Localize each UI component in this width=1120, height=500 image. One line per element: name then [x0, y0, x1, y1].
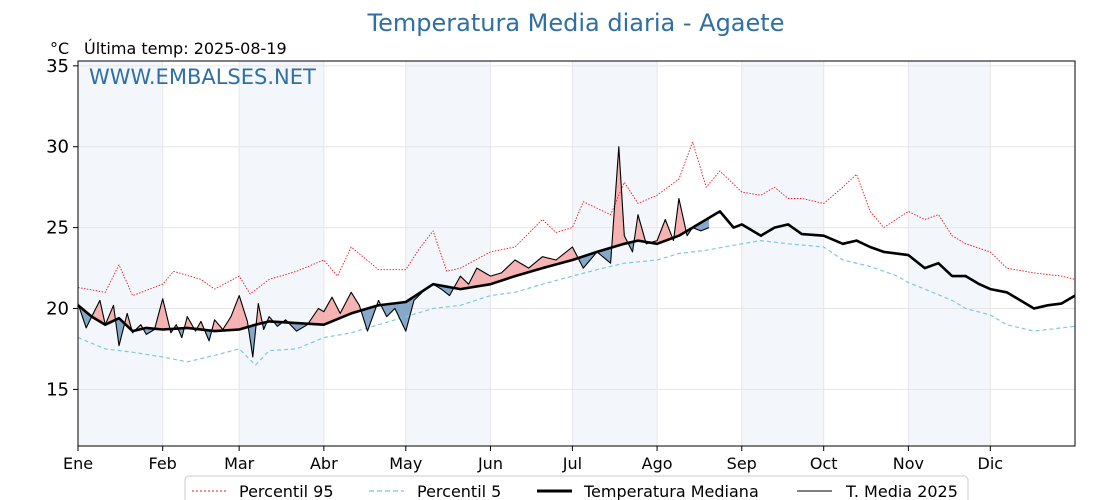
above-median-fill-17 — [211, 295, 249, 332]
below-median-fill-28 — [380, 284, 434, 332]
x-tick-label-jul: Jul — [562, 454, 582, 473]
legend: Percentil 95 Percentil 5 Temperatura Med… — [184, 475, 969, 500]
below-median-fill-31 — [578, 251, 597, 269]
above-median-fill-2 — [91, 300, 106, 325]
above-median-fill-37 — [650, 219, 673, 244]
legend-label-median: Temperatura Mediana — [583, 482, 759, 500]
below-median-fill-16 — [204, 330, 212, 341]
above-median-fill-9 — [154, 298, 170, 330]
y-tick-label-20: 20 — [46, 299, 69, 320]
y-tick-label-15: 15 — [46, 379, 69, 400]
grid-lines — [78, 61, 1075, 446]
last-temp-label: Última temp: 2025-08-19 — [84, 39, 287, 58]
percentile-95-line — [77, 141, 1076, 297]
above-median-fill-35 — [634, 214, 646, 242]
y-axis-ticks: 15 20 25 30 35 — [46, 56, 78, 400]
percentile-5-line — [77, 240, 1076, 366]
deviation-fills — [78, 146, 709, 357]
month-band-jul — [572, 61, 658, 446]
below-median-fill-26 — [361, 305, 377, 332]
month-bands — [78, 61, 991, 446]
legend-box — [184, 475, 969, 500]
x-tick-label-mar: Mar — [224, 454, 255, 473]
legend-label-p95: Percentil 95 — [239, 482, 334, 500]
plot-frame — [77, 60, 1076, 447]
legend-label-p5: Percentil 5 — [417, 482, 501, 500]
below-median-fill-12 — [178, 328, 185, 338]
month-band-sep — [741, 61, 824, 446]
median-line — [77, 210, 1076, 333]
above-median-fill-39 — [673, 198, 687, 238]
x-tick-label-sep: Sep — [727, 454, 757, 473]
series-lines — [77, 141, 1076, 366]
below-median-fill-18 — [248, 324, 257, 357]
y-tick-label-35: 35 — [46, 56, 69, 77]
month-band-mar — [239, 61, 324, 446]
month-band-ene — [78, 61, 163, 446]
month-band-nov — [908, 61, 991, 446]
above-median-fill-25 — [308, 292, 361, 325]
x-tick-label-nov: Nov — [893, 454, 924, 473]
y-tick-label-25: 25 — [46, 218, 69, 239]
x-tick-label-ago: Ago — [642, 454, 673, 473]
above-median-fill-30 — [453, 247, 579, 290]
watermark-text: WWW.EMBALSES.NET — [89, 65, 316, 89]
below-median-fill-4 — [115, 318, 125, 346]
x-tick-label-abr: Abr — [310, 454, 338, 473]
chart-title: Temperatura Media diaria - Agaete — [367, 9, 785, 37]
unit-label: °C — [50, 39, 69, 58]
x-tick-label-jun: Jun — [477, 454, 503, 473]
x-tick-label-feb: Feb — [149, 454, 177, 473]
above-median-fill-19 — [256, 303, 263, 325]
legend-label-2025: T. Media 2025 — [845, 482, 958, 500]
month-band-may — [405, 61, 491, 446]
y-tick-label-30: 30 — [46, 137, 69, 158]
x-tick-label-dic: Dic — [978, 454, 1004, 473]
above-median-fill-33 — [611, 146, 628, 248]
x-tick-label-ene: Ene — [63, 454, 93, 473]
above-median-fill-15 — [196, 321, 205, 330]
temp-2025-line — [77, 146, 710, 358]
x-axis-ticks: Ene Feb Mar Abr May Jun Jul Ago Sep Oct Nov Dic — [63, 446, 1003, 473]
x-tick-label-may: May — [389, 454, 422, 473]
x-tick-label-oct: Oct — [810, 454, 838, 473]
